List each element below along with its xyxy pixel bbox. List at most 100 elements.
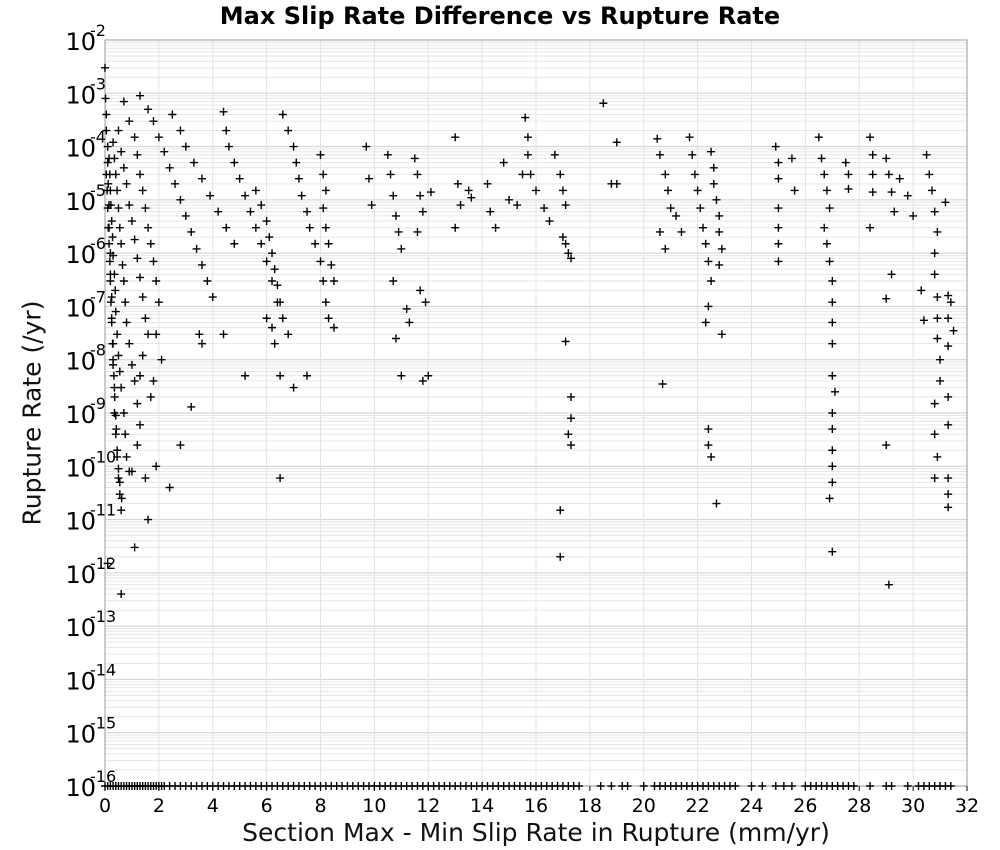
data-point bbox=[717, 330, 726, 339]
data-point bbox=[866, 782, 875, 790]
data-point bbox=[316, 257, 325, 266]
data-point bbox=[849, 782, 858, 790]
data-point bbox=[413, 227, 422, 236]
data-point bbox=[152, 330, 161, 339]
data-point bbox=[257, 239, 266, 248]
data-point bbox=[456, 201, 465, 210]
x-tick-label: 32 bbox=[955, 795, 979, 817]
data-point bbox=[138, 293, 147, 302]
data-point bbox=[149, 257, 158, 266]
data-point bbox=[111, 307, 120, 316]
data-point bbox=[564, 430, 573, 439]
data-point bbox=[104, 223, 113, 232]
data-point bbox=[933, 334, 942, 343]
data-point bbox=[268, 249, 277, 258]
data-point bbox=[230, 239, 239, 248]
data-point bbox=[556, 170, 565, 179]
data-point bbox=[774, 174, 783, 183]
data-point bbox=[115, 367, 124, 376]
data-point bbox=[270, 265, 279, 274]
y-tick-label: 10-16 bbox=[65, 767, 116, 802]
data-point bbox=[241, 371, 250, 380]
data-point bbox=[108, 233, 117, 242]
data-point bbox=[107, 293, 116, 302]
data-point bbox=[208, 293, 217, 302]
data-point bbox=[919, 316, 928, 325]
data-point bbox=[262, 257, 271, 266]
data-point bbox=[111, 411, 120, 420]
y-tick-exponent: -10 bbox=[90, 447, 116, 466]
data-point bbox=[567, 441, 576, 450]
data-point bbox=[160, 147, 169, 156]
data-point bbox=[930, 474, 939, 483]
data-point bbox=[884, 580, 893, 589]
x-tick-label: 4 bbox=[207, 795, 219, 817]
y-tick-label: 10-14 bbox=[65, 660, 116, 695]
data-point bbox=[133, 150, 142, 159]
data-point bbox=[391, 334, 400, 343]
data-point bbox=[612, 138, 621, 147]
x-tick-label: 12 bbox=[416, 795, 440, 817]
data-point bbox=[704, 302, 713, 311]
data-point bbox=[712, 499, 721, 508]
data-point bbox=[109, 138, 118, 147]
data-point bbox=[389, 191, 398, 200]
data-point bbox=[518, 170, 527, 179]
data-point bbox=[949, 326, 958, 335]
x-tick-label: 24 bbox=[739, 795, 763, 817]
data-point bbox=[136, 420, 145, 429]
data-point bbox=[556, 552, 565, 561]
data-point bbox=[715, 211, 724, 220]
data-point bbox=[107, 217, 116, 226]
y-tick-label: 10-13 bbox=[65, 607, 116, 642]
data-point bbox=[416, 286, 425, 295]
data-point bbox=[113, 186, 122, 195]
data-point bbox=[467, 193, 476, 202]
data-point bbox=[319, 170, 328, 179]
data-point bbox=[887, 270, 896, 279]
data-point bbox=[203, 277, 212, 286]
data-point bbox=[707, 147, 716, 156]
data-point bbox=[882, 294, 891, 303]
data-point bbox=[364, 174, 373, 183]
y-tick-exponent: -11 bbox=[90, 501, 116, 520]
data-point bbox=[176, 441, 185, 450]
y-tick-base: 10 bbox=[65, 81, 96, 109]
chart-title: Max Slip Rate Difference vs Rupture Rate bbox=[219, 2, 781, 30]
y-tick-base: 10 bbox=[65, 508, 96, 536]
data-point bbox=[774, 204, 783, 213]
y-tick-exponent: -15 bbox=[90, 714, 116, 733]
data-point bbox=[421, 298, 430, 307]
y-tick-exponent: -6 bbox=[90, 234, 106, 253]
x-tick-label: 28 bbox=[847, 795, 871, 817]
data-point bbox=[101, 63, 109, 72]
data-point bbox=[121, 298, 130, 307]
data-point bbox=[284, 126, 293, 135]
data-point bbox=[214, 207, 223, 216]
data-point bbox=[114, 351, 123, 360]
data-point bbox=[550, 150, 559, 159]
data-point bbox=[105, 239, 114, 248]
data-point bbox=[677, 227, 686, 236]
data-point bbox=[612, 179, 621, 188]
data-point bbox=[822, 186, 831, 195]
data-point bbox=[704, 257, 713, 266]
x-tick-label: 10 bbox=[362, 795, 386, 817]
data-point bbox=[575, 782, 584, 790]
x-axis-ticks: 0 2 4 6 8 10 12 14 16 18 20 22 24 26 28 30 32 bbox=[99, 786, 979, 817]
data-point bbox=[154, 133, 163, 142]
data-point bbox=[102, 110, 111, 119]
data-point bbox=[499, 158, 508, 167]
data-point bbox=[171, 179, 180, 188]
data-point bbox=[246, 207, 255, 216]
data-point bbox=[882, 154, 891, 163]
data-point bbox=[655, 227, 664, 236]
data-point bbox=[251, 223, 260, 232]
data-point bbox=[451, 133, 460, 142]
y-tick-label: 10-11 bbox=[65, 501, 116, 536]
data-point bbox=[707, 277, 716, 286]
y-tick-base: 10 bbox=[65, 614, 96, 642]
data-point bbox=[464, 186, 473, 195]
y-tick-label: 10-4 bbox=[65, 128, 106, 163]
data-point bbox=[119, 277, 128, 286]
